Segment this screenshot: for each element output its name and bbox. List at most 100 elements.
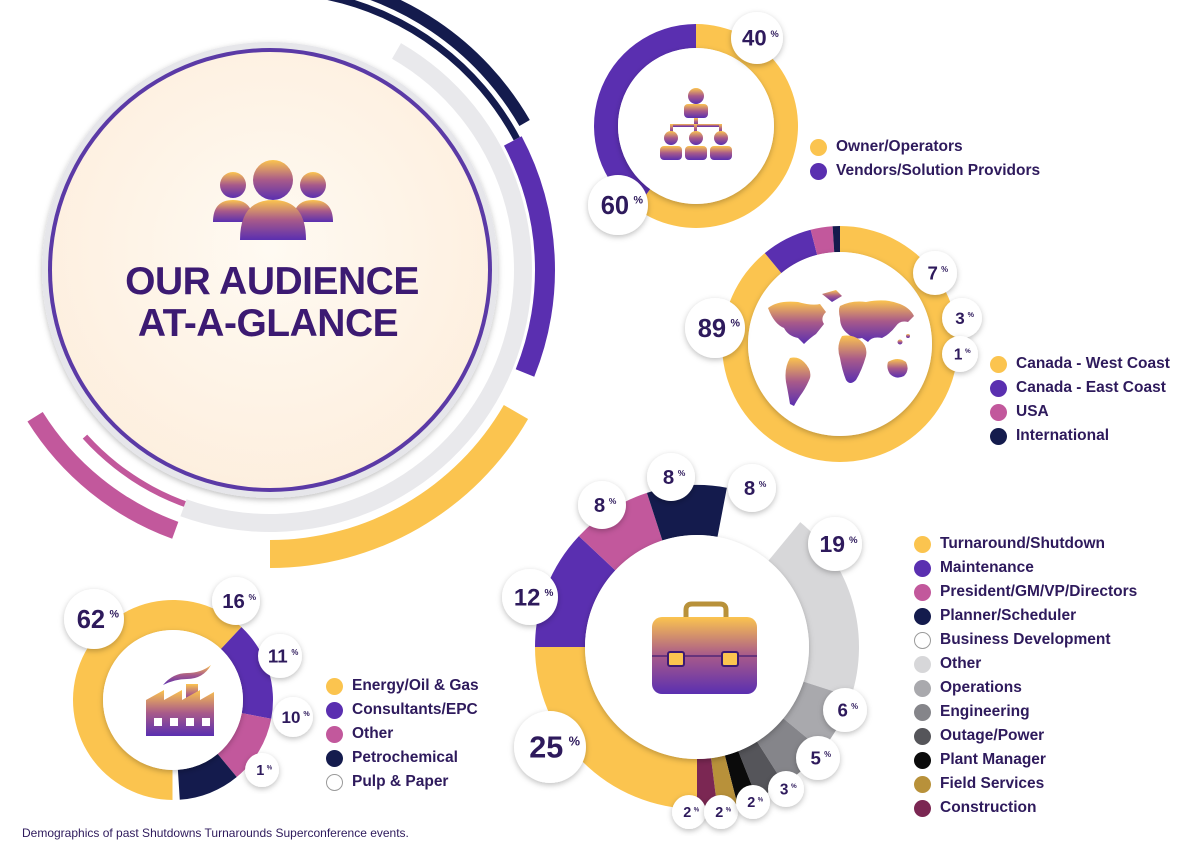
percent-label: 7 [928,263,938,284]
percent-symbol: % [267,765,273,771]
legend-label: President/GM/VP/Directors [940,583,1138,600]
decorative-arc [369,0,530,126]
percent-symbol: % [941,265,948,274]
percent-label: 10 [281,708,300,727]
percent-label: 60 [601,192,629,220]
percent-symbol: % [634,195,644,207]
donut-slice-other [217,713,272,778]
bubble-circle [647,453,695,501]
donut-slice-president-gm-vp-directors [578,492,663,571]
donut-slice-international [832,226,840,253]
legend-swatch [914,655,931,673]
percent-bubble-engineering: 5% [796,736,840,780]
donut-slice-field-services [711,755,738,808]
legend-item-business-development: Business Development [914,628,1137,652]
percent-bubble-international: 1% [942,336,978,372]
donut-slice-maintenance [535,536,616,647]
legend-item-other: Other [914,652,1137,676]
briefcase-icon [652,601,757,694]
percent-symbol: % [731,318,741,330]
legend-item-turnaround-shutdown: Turnaround/Shutdown [914,532,1137,556]
bubble-circle [588,175,648,235]
legend-item-canada-east-coast: Canada - East Coast [990,376,1170,400]
legend-label: Owner/Operators [836,138,963,155]
legend-label: Outage/Power [940,727,1045,744]
bubble-circle [728,464,776,512]
bubble-circle [212,577,260,625]
bubble-circle [796,736,840,780]
donut-slice-construction [697,758,718,809]
legend-label: Planner/Scheduler [940,607,1077,624]
bubble-circle [273,697,313,737]
bubble-circle [672,795,706,829]
legend-item-maintenance: Maintenance [914,556,1137,580]
legend-item-operations: Operations [914,676,1137,700]
legend-attendee-type: Owner/Operators Vendors/Solution Providor… [810,135,1040,183]
legend-label: Petrochemical [352,749,458,766]
legend-swatch [914,703,931,721]
percent-bubble-canada-west-coast: 89% [685,298,745,358]
percent-label: 11 [268,646,288,667]
legend-swatch [914,631,931,649]
percent-label: 5 [811,748,821,769]
legend-swatch [914,679,931,697]
percent-symbol: % [770,29,778,39]
percent-label: 1 [954,346,963,363]
percent-label: 8 [663,467,674,489]
percent-symbol: % [303,710,310,718]
percent-symbol: % [248,592,256,602]
percent-label: 62 [77,606,105,634]
bubble-circle [942,298,982,338]
legend-label: Turnaround/Shutdown [940,535,1106,552]
bubble-circle [808,517,862,571]
percent-label: 12 [514,584,540,611]
bubble-circle [942,336,978,372]
legend-label: Canada - East Coast [1016,379,1166,396]
percent-symbol: % [851,702,858,711]
donut-slice-turnaround-shutdown [535,647,697,809]
percent-symbol: % [824,750,831,759]
legend-swatch [810,138,827,156]
footnote: Demographics of past Shutdowns Turnaroun… [22,826,409,840]
percent-symbol: % [758,797,764,803]
legend-swatch [914,607,931,625]
legend-item-engineering: Engineering [914,700,1137,724]
bubble-circle [704,795,738,829]
legend-item-consultants-epc: Consultants/EPC [326,698,479,722]
legend-item-energy-oil-gas: Energy/Oil & Gas [326,674,479,698]
legend-item-construction: Construction [914,796,1137,820]
legend-item-usa: USA [990,400,1170,424]
percent-bubble-owner-operators: 60% [588,175,648,235]
percentage-bubbles: 60 %40 %89 %7 %3 %1 %25 %12 %8 %8 %8 %19 %6 %5 %3 %2% 2%… [64,12,982,829]
percent-label: 89 [698,315,726,343]
legend-label: Plant Manager [940,751,1046,768]
percent-label: 25 [529,731,563,765]
legend-swatch [810,162,827,180]
legend-label: USA [1016,403,1049,420]
legend-label: Maintenance [940,559,1034,576]
percent-symbol: % [759,479,767,489]
legend-label: Pulp & Paper [352,773,449,790]
org-chart-icon [660,88,732,160]
legend-swatch [914,559,931,577]
legend-swatch [326,773,343,791]
percent-bubble-president-gm-vp-directors: 8% [578,481,626,529]
legend-label: Other [352,725,394,742]
legend-item-plant-manager: Plant Manager [914,748,1137,772]
donut-slice-usa [810,226,835,255]
legend-item-president-gm-vp-directors: President/GM/VP/Directors [914,580,1137,604]
legend-swatch [326,725,343,743]
legend-item-other: Other [326,722,479,746]
legend-item-international: International [990,424,1170,448]
legend-item-canada-west-coast: Canada - West Coast [990,352,1170,376]
percent-bubble-consultants-epc: 16% [212,577,260,625]
world-map-icon [768,290,914,406]
donut-slice-engineering [757,718,822,784]
hero-panel: OUR AUDIENCE AT-A-GLANCE [42,42,498,498]
percent-bubble-other: 11% [258,634,302,678]
percent-symbol: % [678,468,686,478]
percent-symbol: % [791,783,797,790]
legend-label: International [1016,427,1110,444]
bubble-circle [685,298,745,358]
